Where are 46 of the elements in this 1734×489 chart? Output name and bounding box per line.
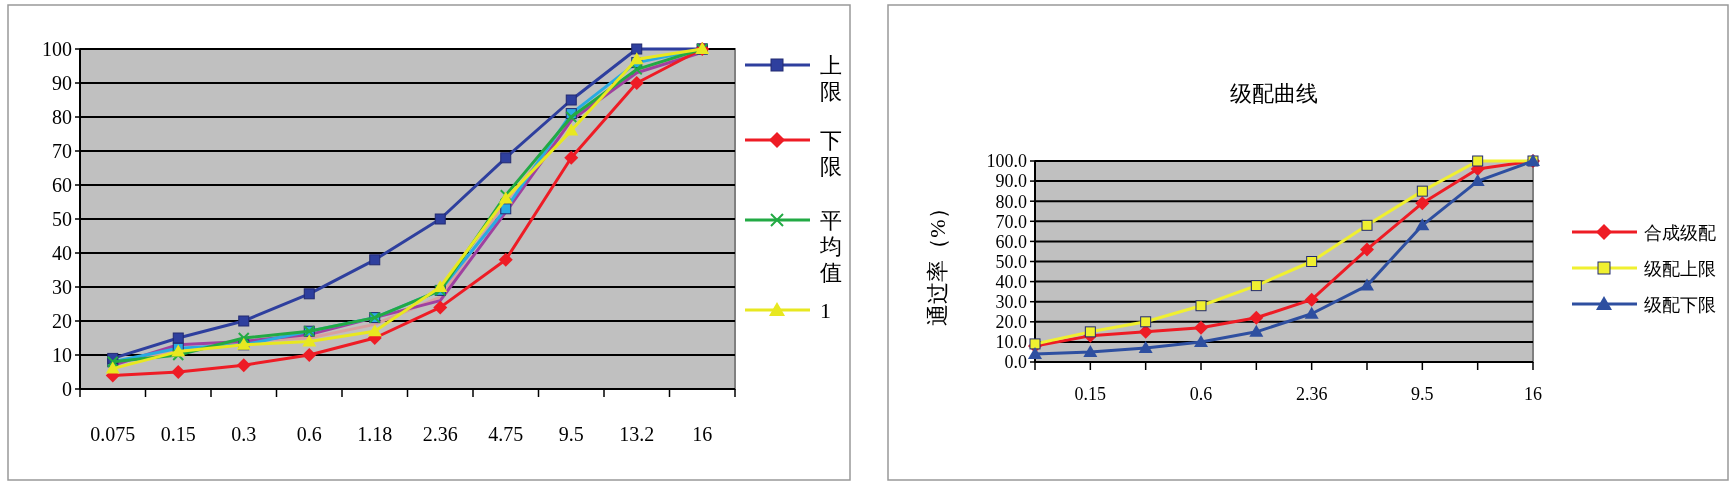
legend-label: 上限 bbox=[820, 53, 842, 104]
y-tick-label: 0 bbox=[62, 378, 72, 400]
x-tick-label: 16 bbox=[1524, 384, 1542, 404]
y-tick-label: 60 bbox=[52, 174, 72, 196]
x-tick-label: 0.6 bbox=[296, 423, 322, 445]
y-tick-label: 50.0 bbox=[995, 251, 1027, 272]
y-tick-label: 90.0 bbox=[995, 171, 1027, 192]
y-tick-label: 50 bbox=[52, 208, 72, 230]
y-tick-label: 90 bbox=[52, 72, 72, 94]
y-axis-title: 通过率（%） bbox=[925, 197, 950, 326]
x-tick-label: 0.15 bbox=[1074, 384, 1107, 404]
x-tick-label: 1.18 bbox=[357, 423, 393, 445]
y-tick-label: 10 bbox=[52, 344, 72, 366]
x-tick-label: 9.5 bbox=[1411, 384, 1434, 404]
y-tick-label: 80.0 bbox=[995, 191, 1027, 212]
x-tick-label: 13.2 bbox=[619, 423, 655, 445]
x-tick-label: 4.75 bbox=[488, 423, 524, 445]
legend-label: 下限 bbox=[820, 128, 842, 179]
x-tick-label: 9.5 bbox=[558, 423, 584, 445]
x-tick-label: 0.15 bbox=[160, 423, 196, 445]
legend-label: 级配上限 bbox=[1644, 259, 1716, 279]
chart-title: 级配曲线 bbox=[1230, 81, 1318, 106]
y-tick-label: 0.0 bbox=[1004, 352, 1027, 373]
x-tick-label: 0.3 bbox=[231, 423, 257, 445]
x-tick-label: 2.36 bbox=[1295, 384, 1328, 404]
x-tick-label: 0.6 bbox=[1189, 384, 1213, 404]
legend-label: 1 bbox=[820, 298, 831, 323]
y-tick-label: 30.0 bbox=[995, 292, 1027, 312]
y-tick-label: 20.0 bbox=[995, 312, 1027, 333]
y-tick-label: 40.0 bbox=[995, 271, 1027, 292]
y-tick-label: 10.0 bbox=[995, 332, 1027, 353]
legend-label: 平均值 bbox=[819, 208, 842, 285]
y-tick-label: 100 bbox=[42, 38, 72, 60]
x-tick-label: 16 bbox=[692, 423, 713, 445]
x-tick-label: 0.075 bbox=[90, 423, 136, 445]
y-tick-label: 20 bbox=[52, 310, 72, 332]
legend-label: 级配下限 bbox=[1644, 295, 1716, 315]
y-tick-label: 100.0 bbox=[986, 151, 1027, 172]
legend-label: 合成级配 bbox=[1644, 223, 1716, 243]
y-tick-label: 70 bbox=[52, 140, 72, 162]
y-tick-label: 70.0 bbox=[995, 211, 1027, 232]
y-tick-label: 60.0 bbox=[995, 231, 1027, 252]
y-tick-label: 30 bbox=[52, 276, 72, 298]
y-tick-label: 80 bbox=[52, 106, 72, 128]
y-tick-label: 40 bbox=[52, 242, 72, 264]
x-tick-label: 2.36 bbox=[422, 423, 458, 445]
